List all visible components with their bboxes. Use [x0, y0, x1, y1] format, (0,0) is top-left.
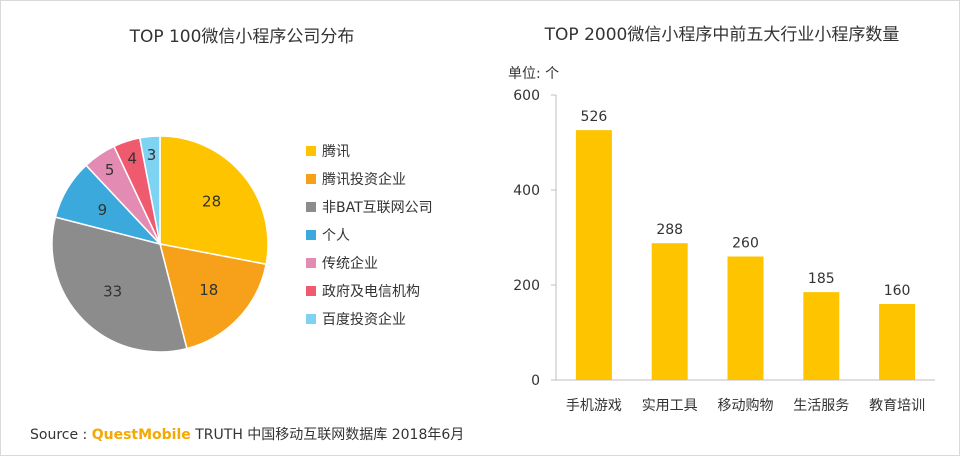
- source-note: Source : QuestMobile TRUTH 中国移动互联网数据库 20…: [30, 424, 464, 444]
- pie-slice: [138, 135, 161, 245]
- legend-label: 非BAT互联网公司: [322, 200, 433, 216]
- pie-chart: 28 18 33 9 54 3: [51, 135, 269, 353]
- y-axis-unit-label: 单位: 个: [508, 66, 559, 82]
- bar-chart: 0 200 400 600 526 手机游戏 288 实用工具 260 移动购物 185 生活服务 16…: [513, 88, 935, 414]
- x-tick-label: 实用工具: [642, 398, 698, 414]
- x-tick-label: 手机游戏: [566, 398, 622, 414]
- pie-slice-label: 3: [147, 146, 157, 164]
- legend-label: 政府及电信机构: [322, 284, 420, 300]
- bar: [803, 292, 840, 380]
- source-brand: QuestMobile: [91, 427, 191, 443]
- legend-label: 百度投资企业: [322, 311, 406, 328]
- pie-slice: [158, 243, 267, 350]
- legend-label: 腾讯投资企业: [322, 171, 406, 188]
- legend-swatch: [306, 146, 316, 156]
- legend-label: 传统企业: [322, 255, 378, 272]
- source-text: TRUTH 中国移动互联网数据库 2018年6月: [195, 427, 465, 443]
- bar-value-label: 260: [732, 236, 759, 252]
- legend-swatch: [306, 258, 316, 268]
- bar-value-label: 185: [808, 271, 835, 287]
- pie-slice-label: 28: [202, 192, 221, 210]
- pie-slice-label: 33: [103, 282, 122, 300]
- legend-label: 个人: [322, 228, 350, 244]
- bar: [727, 256, 764, 380]
- legend-swatch: [306, 230, 316, 240]
- x-tick-label: 移动购物: [718, 398, 774, 414]
- bar: [651, 243, 688, 380]
- legend-swatch: [306, 202, 316, 212]
- bar-value-label: 526: [581, 109, 608, 125]
- pie-slice-label: 4: [128, 150, 138, 168]
- x-tick-label: 教育培训: [869, 398, 925, 414]
- y-tick-label: 600: [513, 88, 540, 104]
- bar: [575, 130, 612, 380]
- legend-swatch: [306, 286, 316, 296]
- bar-title: TOP 2000微信小程序中前五大行业小程序数量: [544, 25, 900, 45]
- legend-label: 腾讯: [322, 143, 350, 160]
- bar: [879, 304, 916, 380]
- source-label: Source :: [30, 427, 88, 443]
- pie-slice: [159, 135, 269, 266]
- legend-swatch: [306, 174, 316, 184]
- y-tick-label: 200: [513, 278, 540, 294]
- pie-slice-label: 5: [105, 161, 115, 179]
- x-tick-label: 生活服务: [793, 398, 849, 414]
- pie-slice-label: 9: [98, 201, 108, 219]
- pie-slice: [51, 216, 188, 353]
- y-tick-label: 400: [513, 183, 540, 199]
- bar-value-label: 160: [884, 283, 911, 299]
- legend-swatch: [306, 314, 316, 324]
- pie-slice-label: 18: [199, 281, 218, 299]
- pie-title: TOP 100微信小程序公司分布: [129, 27, 355, 47]
- bar-value-label: 288: [656, 222, 683, 238]
- y-tick-label: 0: [531, 373, 540, 389]
